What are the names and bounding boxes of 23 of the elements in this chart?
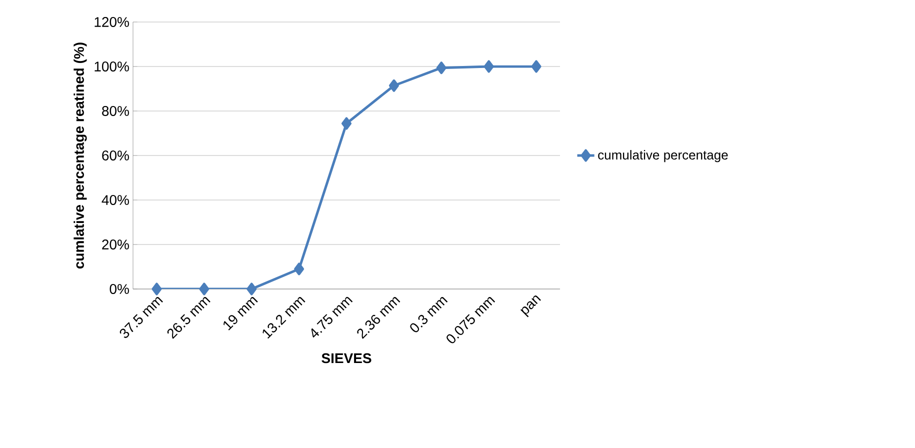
y-tick-label: 40% (102, 195, 129, 205)
point (484, 60, 494, 73)
point (294, 262, 304, 276)
point (388, 79, 399, 92)
point (531, 60, 542, 73)
y-tick-label: 60% (102, 150, 129, 160)
point (246, 282, 257, 296)
y-tick-label: 20% (102, 240, 129, 250)
y-axis-title: cumlative percentage reatined (%) (74, 42, 87, 269)
point (342, 117, 352, 130)
x-tick-label: pan (520, 295, 541, 318)
y-tick-label: 0% (110, 284, 129, 294)
x-axis-title: SIEVES (322, 353, 372, 364)
point (199, 282, 210, 296)
x-tick-label: 0.3 mm (410, 297, 448, 332)
y-tick-label: 80% (102, 106, 129, 116)
legend-label: cumulative percentage (598, 150, 728, 162)
y-tick-label: 100% (94, 62, 129, 72)
point (152, 282, 162, 296)
point (436, 62, 446, 74)
y-tick-label: 120% (94, 17, 129, 27)
x-tick-label: 19 mm (224, 297, 258, 330)
x-tick-label: 4.75 mm (311, 296, 353, 338)
